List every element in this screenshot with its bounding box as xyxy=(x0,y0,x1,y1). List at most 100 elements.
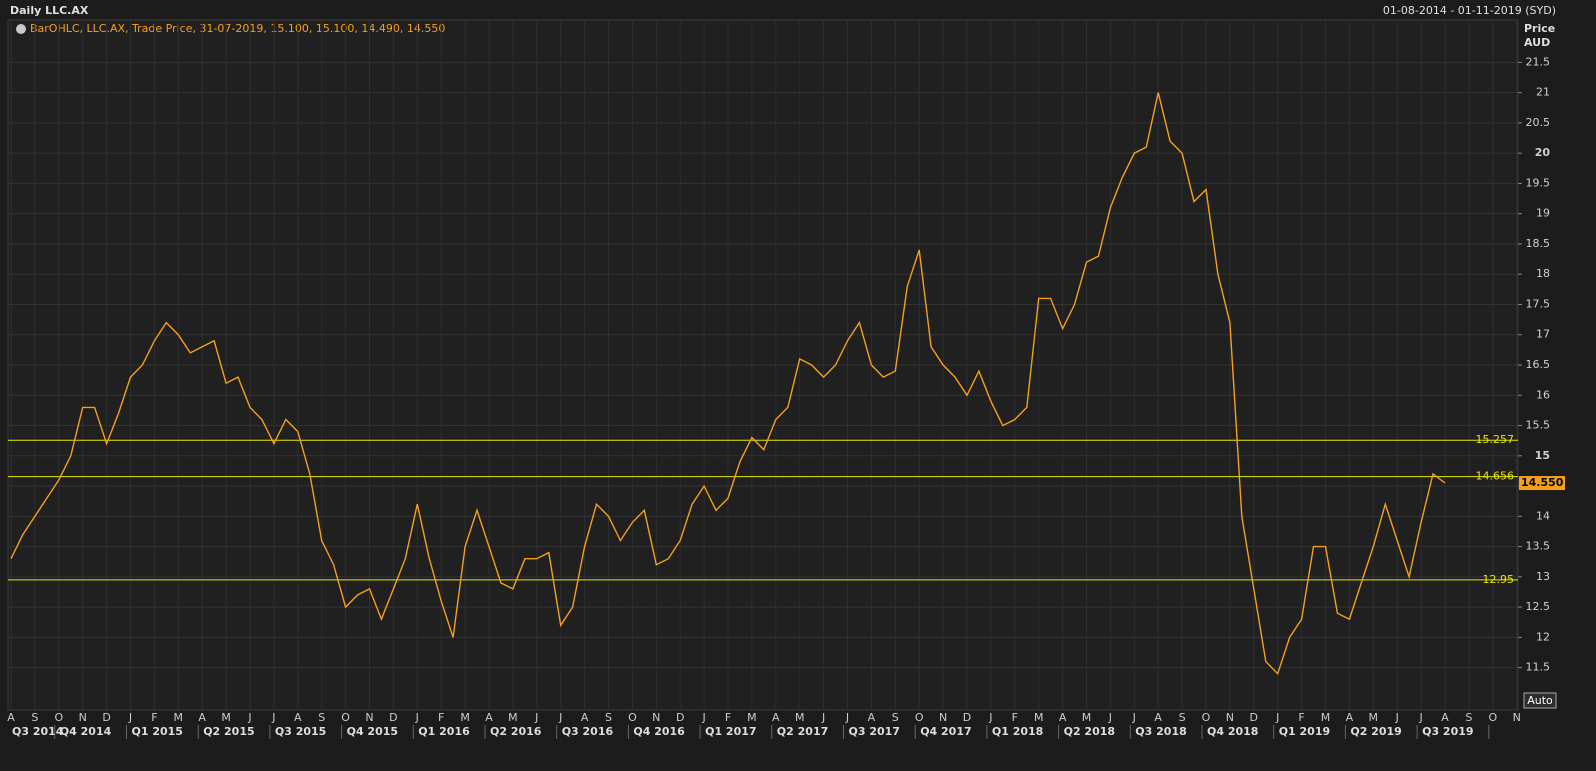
quarter-label: Q4 2016 xyxy=(633,725,685,738)
x-tick-label: A xyxy=(198,711,206,724)
quarter-label: Q3 2019 xyxy=(1422,725,1473,738)
y-tick-label: 14 xyxy=(1536,509,1550,522)
auto-button[interactable] xyxy=(1523,692,1557,709)
x-tick-label: J xyxy=(534,711,538,724)
x-tick-label: A xyxy=(581,711,589,724)
level-label: 15.257 xyxy=(1476,433,1515,446)
x-tick-label: N xyxy=(1226,711,1234,724)
x-tick-label: S xyxy=(1179,711,1186,724)
quarter-label: Q2 2016 xyxy=(490,725,542,738)
x-tick-label: M xyxy=(1369,711,1379,724)
x-tick-label: M xyxy=(221,711,231,724)
x-tick-label: D xyxy=(676,711,684,724)
y-tick-label: 15 xyxy=(1535,449,1550,462)
x-tick-label: M xyxy=(174,711,184,724)
y-tick-label: 13 xyxy=(1536,570,1550,583)
x-tick-label: A xyxy=(1441,711,1449,724)
y-tick-label: 18 xyxy=(1536,267,1550,280)
x-tick-label: A xyxy=(7,711,15,724)
x-tick-label: N xyxy=(365,711,373,724)
quarter-label: Q1 2016 xyxy=(418,725,470,738)
x-tick-label: O xyxy=(628,711,637,724)
x-tick-label: J xyxy=(701,711,705,724)
x-tick-label: F xyxy=(151,711,157,724)
x-tick-label: O xyxy=(915,711,924,724)
x-tick-label: O xyxy=(1202,711,1211,724)
x-tick-label: M xyxy=(795,711,805,724)
x-tick-label: J xyxy=(558,711,562,724)
date-range: 01-08-2014 - 01-11-2019 (SYD) xyxy=(1383,4,1556,17)
x-tick-label: J xyxy=(988,711,992,724)
x-tick-label: A xyxy=(485,711,493,724)
auto-button-label[interactable]: Auto xyxy=(1527,694,1553,707)
y-tick-label: 15.5 xyxy=(1526,419,1551,432)
x-tick-label: O xyxy=(54,711,63,724)
x-tick-label: O xyxy=(1488,711,1497,724)
y-tick-label: 17 xyxy=(1536,328,1550,341)
quarter-label: Q1 2018 xyxy=(992,725,1043,738)
x-tick-label: M xyxy=(1321,711,1331,724)
x-tick-label: F xyxy=(725,711,731,724)
x-tick-label: S xyxy=(892,711,899,724)
x-tick-label: J xyxy=(1132,711,1136,724)
x-tick-label: D xyxy=(963,711,971,724)
quarter-label: Q3 2016 xyxy=(562,725,614,738)
quarter-label: Q2 2015 xyxy=(203,725,254,738)
y-tick-label: 12.5 xyxy=(1526,600,1551,613)
y-tick-label: 12 xyxy=(1536,630,1550,643)
quarter-label: Q2 2017 xyxy=(777,725,828,738)
quarter-label: Q4 2017 xyxy=(920,725,971,738)
quarter-label: Q1 2015 xyxy=(132,725,183,738)
x-tick-label: J xyxy=(1275,711,1279,724)
quarter-label: Q4 2018 xyxy=(1207,725,1258,738)
x-tick-label: N xyxy=(1513,711,1521,724)
chart-title: Daily LLC.AX xyxy=(10,4,89,17)
x-tick-label: S xyxy=(31,711,38,724)
x-tick-label: S xyxy=(1465,711,1472,724)
x-tick-label: A xyxy=(1154,711,1162,724)
x-tick-label: J xyxy=(821,711,825,724)
quarter-label: Q4 2015 xyxy=(347,725,398,738)
x-tick-label: S xyxy=(605,711,612,724)
x-tick-label: M xyxy=(747,711,757,724)
y-tick-label: 20 xyxy=(1535,146,1551,159)
legend-icon xyxy=(16,24,26,34)
x-tick-label: J xyxy=(1395,711,1399,724)
x-tick-label: F xyxy=(1012,711,1018,724)
x-tick-label: M xyxy=(1082,711,1092,724)
x-tick-label: J xyxy=(1108,711,1112,724)
x-tick-label: J xyxy=(1418,711,1422,724)
y-tick-label: 16.5 xyxy=(1526,358,1551,371)
x-tick-label: N xyxy=(652,711,660,724)
price-line xyxy=(10,92,1446,676)
x-tick-label: D xyxy=(102,711,110,724)
y-tick-label: 21 xyxy=(1536,86,1550,99)
x-tick-label: D xyxy=(389,711,397,724)
quarter-label: Q1 2017 xyxy=(705,725,756,738)
quarter-label: Q1 2019 xyxy=(1279,725,1330,738)
quarter-label: Q3 2014 xyxy=(12,725,64,738)
quarter-label: Q4 2014 xyxy=(60,725,112,738)
y-axis-unit: AUD xyxy=(1524,36,1550,49)
last-price-label: 14.550 xyxy=(1521,476,1564,489)
x-tick-label: D xyxy=(1250,711,1258,724)
legend-text: BarOHLC, LLC.AX, Trade Price, 31-07-2019… xyxy=(30,22,445,35)
y-axis-label: Price xyxy=(1524,22,1555,35)
x-tick-label: F xyxy=(438,711,444,724)
x-tick-label: F xyxy=(1298,711,1304,724)
x-tick-label: M xyxy=(508,711,518,724)
x-tick-label: N xyxy=(939,711,947,724)
level-label: 12.95 xyxy=(1483,573,1515,586)
x-tick-label: N xyxy=(79,711,87,724)
x-tick-label: A xyxy=(294,711,302,724)
x-tick-label: J xyxy=(271,711,275,724)
quarter-label: Q3 2015 xyxy=(275,725,326,738)
y-tick-label: 21.5 xyxy=(1526,55,1551,68)
x-tick-label: M xyxy=(1034,711,1044,724)
x-tick-label: M xyxy=(460,711,470,724)
y-tick-label: 18.5 xyxy=(1526,237,1551,250)
y-tick-label: 17.5 xyxy=(1526,297,1551,310)
x-tick-label: A xyxy=(772,711,780,724)
level-label: 14.656 xyxy=(1476,470,1515,483)
